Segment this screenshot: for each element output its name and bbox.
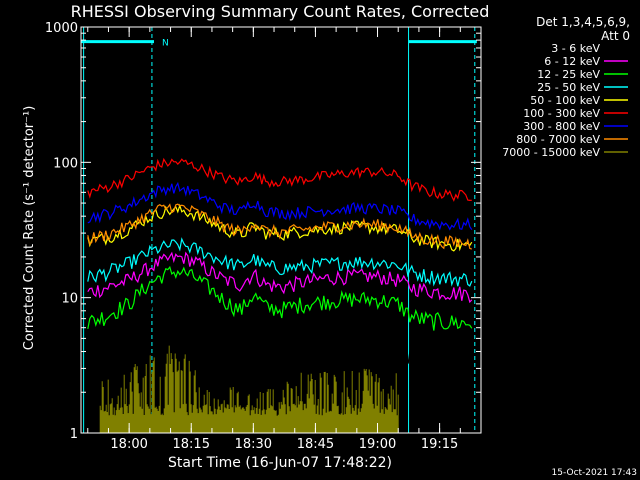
legend-entry-label: 25 - 50 keV [537,81,600,94]
series-line [87,157,472,202]
legend-entry-label: 300 - 800 keV [523,120,600,133]
night-intervals: N [81,27,477,433]
y-tick-label: 10 [61,292,78,307]
series-lines [87,157,473,433]
series-line [99,282,473,371]
x-tick-label: 18:15 [173,437,210,452]
legend-entry-label: 3 - 6 keV [551,42,600,55]
plot-frame [80,26,482,434]
legend-entry-label: 800 - 7000 keV [516,133,600,146]
night-label: N [162,39,169,49]
legend-entry-label: 100 - 300 keV [523,107,600,120]
series-line [87,181,473,231]
y-tick-label: 1 [70,427,78,442]
x-tick-label: 18:00 [110,437,147,452]
x-tick-label: 18:30 [235,437,272,452]
series-line [87,203,472,250]
y-tick-label: 1000 [45,21,78,36]
legend-header-line-2: Att 0 [601,29,630,43]
series-line [99,345,399,433]
legend-header-line-1: Det 1,3,4,5,6,9, [536,15,630,29]
legend-entry-label: 7000 - 15000 keV [502,146,600,159]
series-line [87,265,473,331]
legend-entry-label: 12 - 25 keV [537,68,600,81]
footer-timestamp: 15-Oct-2021 17:43 [552,468,637,478]
x-axis-label: Start Time (16-Jun-07 17:48:22) [168,455,392,471]
legend-entry-label: 50 - 100 keV [530,94,600,107]
series-line [87,237,473,287]
y-axis-label: Corrected Count Rate (s⁻¹ detector⁻¹) [22,106,37,351]
x-tick-label: 19:00 [359,437,396,452]
axes: 18:00 18:15 18:30 18:45 19:00 19:15 1 10 100 1000 [45,21,482,452]
x-tick-label: 19:15 [421,437,458,452]
y-tick-label: 100 [53,156,78,171]
chart-title: RHESSI Observing Summary Count Rates, Co… [71,2,490,21]
legend-entry-label: 6 - 12 keV [544,55,600,68]
x-tick-label: 18:45 [297,437,334,452]
series-line [87,203,473,252]
series-line [87,251,473,304]
